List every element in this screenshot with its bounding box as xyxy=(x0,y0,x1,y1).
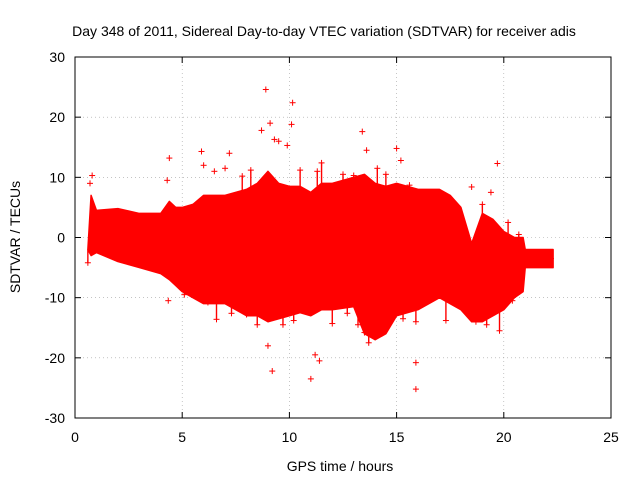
data-point xyxy=(505,219,512,226)
data-point xyxy=(239,173,246,180)
data-point xyxy=(275,138,282,145)
data-point xyxy=(393,145,400,152)
y-tick-label: 0 xyxy=(57,230,65,246)
x-tick-label: 5 xyxy=(178,429,186,445)
data-point xyxy=(243,311,250,318)
data-point xyxy=(487,189,494,196)
data-point xyxy=(269,368,276,375)
data-point xyxy=(374,165,381,172)
data-point xyxy=(289,99,296,106)
x-tick-label: 0 xyxy=(71,429,79,445)
data-point xyxy=(226,150,233,157)
data-point xyxy=(547,255,554,262)
data-point xyxy=(400,315,407,322)
y-tick-label: 20 xyxy=(49,109,65,125)
data-point xyxy=(222,165,229,172)
x-tick-label: 20 xyxy=(496,429,512,445)
data-point xyxy=(442,317,449,324)
data-point xyxy=(515,231,522,238)
data-point xyxy=(412,318,419,325)
y-tick-label: 10 xyxy=(49,169,65,185)
data-point xyxy=(479,201,486,208)
data-point xyxy=(290,317,297,324)
data-point xyxy=(359,128,366,135)
data-point xyxy=(89,172,96,179)
data-point xyxy=(164,177,171,184)
data-point xyxy=(200,162,207,169)
data-point xyxy=(340,171,346,178)
y-axis-label: SDTVAR / TECUs xyxy=(7,181,23,293)
data-point xyxy=(406,182,413,189)
x-axis-label: GPS time / hours xyxy=(287,458,394,474)
data-point xyxy=(262,86,269,93)
data-point xyxy=(211,168,218,175)
data-point xyxy=(181,291,188,298)
data-point xyxy=(254,321,261,328)
data-point xyxy=(365,339,372,346)
data-point xyxy=(318,159,325,166)
data-point xyxy=(166,155,173,162)
data-point xyxy=(397,157,404,164)
data-point xyxy=(213,316,220,323)
x-tick-label: 15 xyxy=(389,429,405,445)
y-tick-label: -30 xyxy=(45,410,65,426)
data-point xyxy=(247,167,254,174)
data-point xyxy=(204,299,211,306)
data-point xyxy=(329,320,336,327)
data-point xyxy=(363,147,370,154)
data-point xyxy=(344,310,351,317)
data-point xyxy=(297,167,304,174)
data-point xyxy=(267,120,274,127)
data-point xyxy=(264,342,271,349)
ticks: 0 5 10 15 20 25 -30 -20 -10 0 10 20 30 xyxy=(45,49,619,445)
data-point xyxy=(271,136,278,143)
y-tick-label: -20 xyxy=(45,350,65,366)
chart-title: Day 348 of 2011, Sidereal Day-to-day VTE… xyxy=(72,23,576,39)
data-point xyxy=(509,297,516,304)
data-point xyxy=(314,168,321,175)
data-point xyxy=(382,171,389,178)
data-point xyxy=(472,318,479,325)
data-point xyxy=(496,327,503,334)
data-point xyxy=(483,321,490,328)
data-point xyxy=(494,160,501,167)
data-point xyxy=(165,297,172,304)
data-point xyxy=(468,183,475,190)
data-point xyxy=(87,180,94,187)
data-layer xyxy=(84,86,554,393)
y-tick-label: 30 xyxy=(49,49,65,65)
data-point xyxy=(312,351,319,358)
data-point xyxy=(279,321,286,328)
data-point xyxy=(307,375,314,382)
data-point xyxy=(412,359,419,366)
x-tick-label: 25 xyxy=(603,429,619,445)
data-point xyxy=(316,357,323,364)
data-point xyxy=(355,321,362,328)
data-point xyxy=(258,127,265,134)
data-point xyxy=(84,259,91,266)
data-point xyxy=(284,142,291,149)
data-point xyxy=(361,329,368,336)
data-point xyxy=(412,386,419,393)
y-tick-label: -10 xyxy=(45,290,65,306)
data-point xyxy=(288,121,295,128)
data-point xyxy=(228,310,235,317)
data-point xyxy=(350,172,357,179)
data-point xyxy=(198,148,205,155)
data-point xyxy=(378,327,385,334)
x-tick-label: 10 xyxy=(282,429,298,445)
